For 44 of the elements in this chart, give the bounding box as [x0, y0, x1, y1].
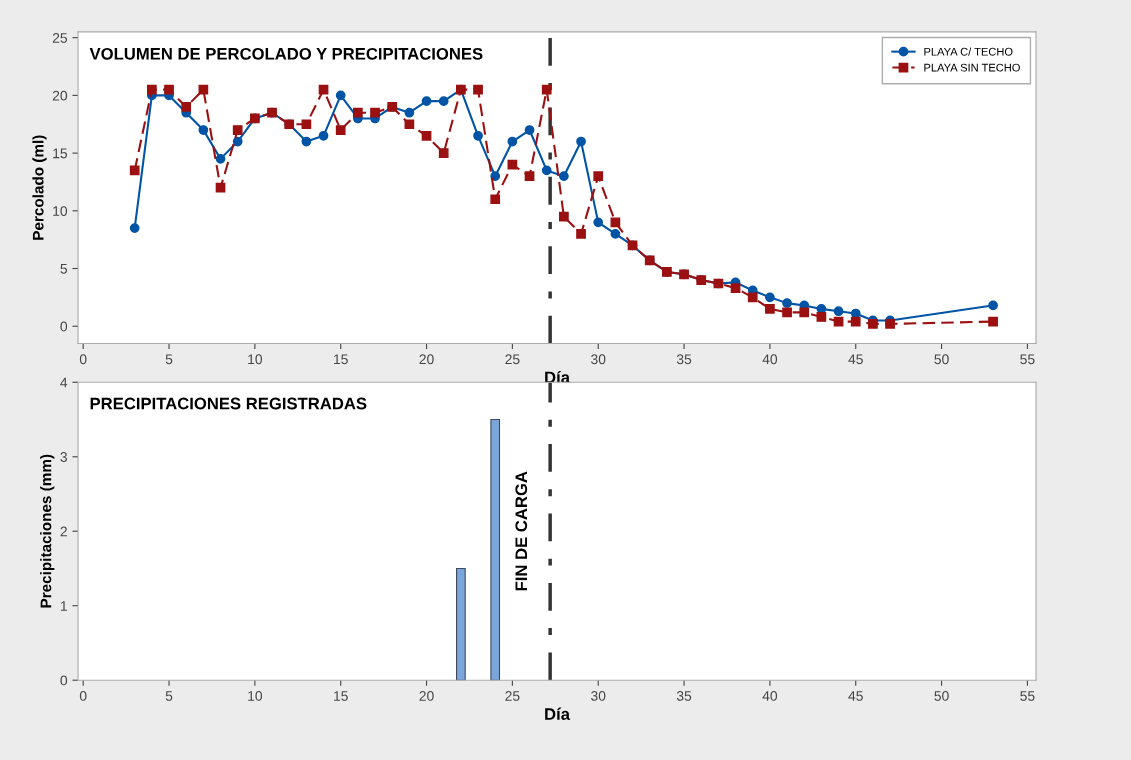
x-tick-label: 10 [248, 690, 263, 701]
text: PRECIPITACIONES REGISTRADAS [90, 397, 367, 410]
x-tick-label: 5 [165, 354, 173, 365]
x-tick-label: 45 [848, 691, 863, 701]
x-tick-label: 45 [848, 354, 863, 365]
y-tick-label: 25 [52, 33, 68, 43]
x-tick-label: 40 [762, 354, 778, 365]
x-tick-label: 15 [334, 354, 348, 365]
x-tick-label: 30 [591, 354, 606, 365]
y-tick-label: 0 [60, 675, 68, 686]
x-tick-label: 55 [1020, 354, 1035, 365]
y-axis-title: Precipitaciones (mm) [40, 454, 55, 608]
y-tick-label: 5 [60, 263, 68, 274]
x-tick-label: 35 [676, 690, 692, 701]
y-axis-title: Percolado (ml) [32, 135, 47, 240]
x-tick-label: 5 [165, 691, 173, 701]
x-tick-label: 50 [934, 690, 949, 701]
x-tick-label: 30 [591, 690, 606, 701]
y-tick-label: 20 [52, 90, 68, 101]
y-tick-label: 0 [60, 321, 68, 332]
x-tick-label: 25 [505, 354, 520, 365]
ref-line-label: FIN DE CARGA [515, 471, 528, 591]
legend-label: PLAYA SIN TECHO [924, 63, 1020, 72]
x-tick-label: 40 [762, 690, 778, 701]
x-tick-label: 0 [79, 690, 87, 701]
y-tick-label: 2 [60, 526, 67, 537]
x-tick-label: 25 [505, 690, 520, 701]
x-axis-title: Día [545, 707, 571, 720]
x-tick-label: 10 [248, 354, 263, 365]
x-tick-label: 55 [1020, 691, 1035, 701]
y-tick-label: 15 [53, 148, 68, 159]
legend-label: PLAYA C/ TECHO [924, 47, 1013, 56]
y-tick-label: 3 [60, 452, 68, 462]
y-tick-label: 10 [53, 206, 68, 216]
x-tick-label: 50 [934, 354, 949, 365]
x-tick-label: 15 [334, 691, 348, 701]
x-tick-label: 20 [419, 354, 434, 365]
text: VOLUMEN DE PERCOLADO Y PRECIPITACIONES [89, 47, 483, 60]
x-tick-label: 0 [79, 354, 87, 365]
x-tick-label: 35 [676, 354, 692, 365]
y-tick-label: 1 [60, 601, 67, 611]
x-axis-title: Día [545, 370, 571, 384]
x-tick-label: 20 [419, 690, 434, 701]
y-tick-label: 4 [60, 377, 68, 388]
